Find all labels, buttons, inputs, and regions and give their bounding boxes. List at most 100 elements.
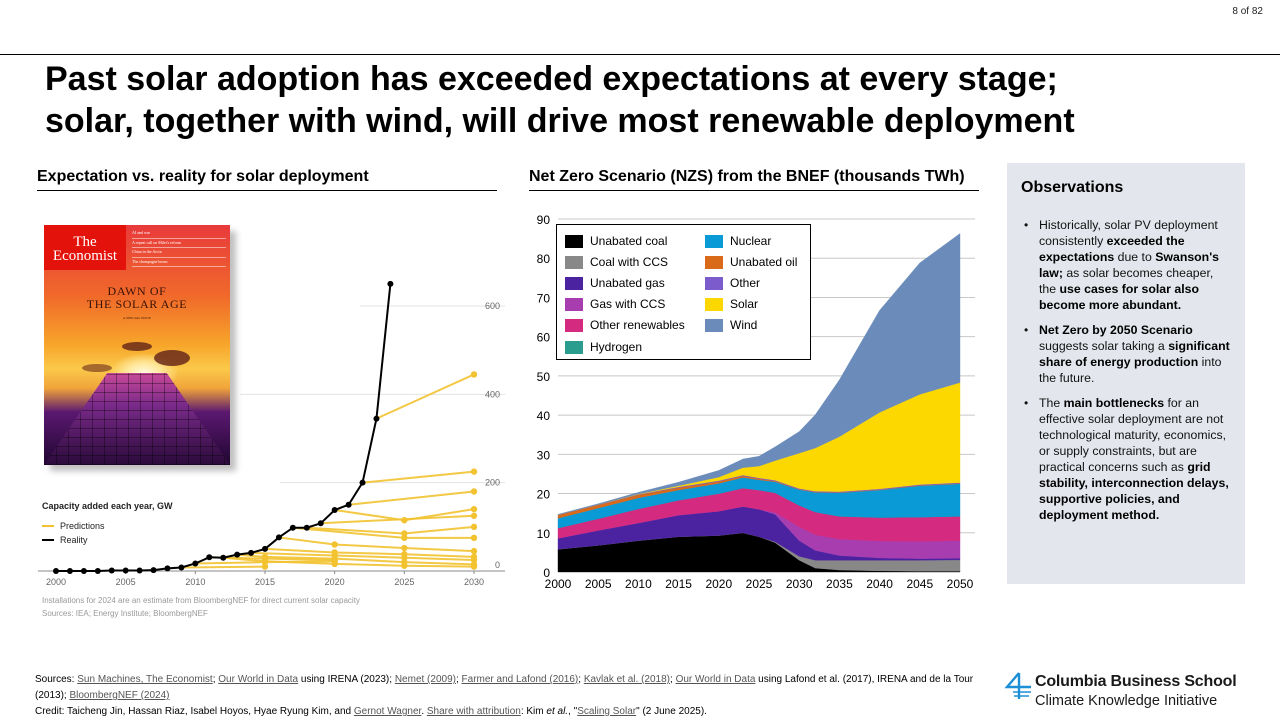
reality-point xyxy=(80,568,87,574)
y-tick-label: 40 xyxy=(537,409,551,423)
emphasis-text: grid stability, interconnection delays, … xyxy=(1039,460,1229,522)
cover-headline-1: DAWN OF xyxy=(107,284,167,298)
prediction-line xyxy=(278,536,475,553)
x-tick-label: 2010 xyxy=(185,577,205,587)
x-tick-label: 2005 xyxy=(116,577,136,587)
title-line-2: solar, together with wind, will drive mo… xyxy=(45,102,1075,140)
logo-name: Columbia Business School xyxy=(1035,673,1237,690)
observation-item: The main bottlenecks for an effective so… xyxy=(1021,395,1231,523)
footer-text: ; xyxy=(455,674,462,685)
reality-point xyxy=(220,554,227,561)
logo-line-2: Economist xyxy=(52,248,118,264)
source-link[interactable]: Farmer and Lafond (2016) xyxy=(461,674,579,685)
x-tick-label: 2005 xyxy=(585,577,612,591)
columbia-logo: Columbia Business School Climate Knowled… xyxy=(1004,671,1255,713)
legend-swatch xyxy=(565,234,583,248)
body-text: as solar becomes cheaper, the xyxy=(1039,266,1214,296)
prediction-point xyxy=(470,505,478,513)
observations-title: Observations xyxy=(1021,179,1124,196)
footer-text: " (2 June 2025). xyxy=(636,706,707,717)
right-section-title: Net Zero Scenario (NZS) from the BNEF (t… xyxy=(529,168,979,191)
legend-swatch xyxy=(565,255,583,269)
prediction-point xyxy=(470,534,478,542)
footer-text: Credit: Taicheng Jin, Hassan Riaz, Isabe… xyxy=(35,706,354,717)
legend-label: Unabated coal xyxy=(590,234,668,248)
x-tick-label: 2030 xyxy=(786,577,813,591)
legend-label: Other renewables xyxy=(590,318,685,332)
reality-point xyxy=(331,507,338,514)
source-link[interactable]: Our World in Data xyxy=(218,674,299,685)
prediction-point xyxy=(470,512,478,519)
reality-point xyxy=(303,524,310,531)
prediction-line xyxy=(348,490,475,506)
legend-item-wind: Wind xyxy=(705,317,757,333)
source-link[interactable]: Sun Machines, The Economist xyxy=(77,674,213,685)
prediction-line xyxy=(181,565,266,569)
x-tick-label: 2025 xyxy=(394,577,414,587)
legend-label: Nuclear xyxy=(730,234,772,248)
legend-swatch xyxy=(565,276,583,290)
legend-item-other-renewables: Other renewables xyxy=(565,317,685,333)
source-link[interactable]: Our World in Data xyxy=(675,674,756,685)
legend-swatch xyxy=(565,297,583,311)
title-line-1: Past solar adoption has exceeded expecta… xyxy=(45,60,1058,98)
prediction-point xyxy=(401,544,408,552)
legend-predictions: Predictions xyxy=(42,521,105,531)
observation-item: Historically, solar PV deployment consis… xyxy=(1021,217,1231,313)
legend-swatch-reality xyxy=(42,538,54,542)
logo-line-1: The xyxy=(73,234,97,250)
reality-point xyxy=(122,567,129,574)
legend-item-gas-ccs: Gas with CCS xyxy=(565,296,665,312)
y-tick-label: 20 xyxy=(537,488,551,502)
area-wind xyxy=(557,233,961,515)
cover-cloud xyxy=(154,350,190,366)
legend-swatch-predictions xyxy=(42,524,54,528)
reality-point xyxy=(317,520,324,527)
emphasis-text: Net Zero by 2050 Scenario xyxy=(1039,323,1193,337)
cover-headline: The champagne boom xyxy=(132,258,226,267)
legend-item-solar: Solar xyxy=(705,296,758,312)
source-link[interactable]: BloombergNEF (2024) xyxy=(69,690,170,701)
y-tick-label: 200 xyxy=(485,478,500,488)
legend-swatch xyxy=(705,234,723,248)
reality-point xyxy=(359,479,366,486)
cover-headline-main: DAWN OF THE SOLAR AGE xyxy=(44,285,230,311)
prediction-point xyxy=(470,371,478,378)
source-link[interactable]: Scaling Solar xyxy=(577,706,637,717)
source-link[interactable]: Nemet (2009) xyxy=(394,674,456,685)
legend-item-unabated-gas: Unabated gas xyxy=(565,275,665,291)
footer-sources: Sources: Sun Machines, The Economist; Ou… xyxy=(35,672,1000,720)
legend-swatch xyxy=(565,318,583,332)
source-link[interactable]: Share with attribution xyxy=(426,706,521,717)
economist-logo: The Economist xyxy=(44,225,126,270)
body-text: Historically, solar PV deployment consis… xyxy=(1039,218,1218,248)
reality-point xyxy=(373,415,380,422)
observations-panel: Observations Historically, solar PV depl… xyxy=(1007,163,1245,584)
x-tick-label: 2000 xyxy=(545,577,572,591)
legend-label-predictions: Predictions xyxy=(60,521,105,531)
reality-point xyxy=(94,568,101,574)
reality-point xyxy=(387,280,394,287)
prediction-point xyxy=(470,468,478,475)
prediction-line xyxy=(251,551,475,561)
source-link[interactable]: Gernot Wagner xyxy=(353,706,422,717)
reality-point xyxy=(192,560,199,567)
prediction-point xyxy=(470,488,478,495)
reality-point xyxy=(275,534,282,541)
prediction-point xyxy=(261,553,269,561)
body-text: The xyxy=(1039,396,1064,410)
prediction-point xyxy=(331,560,338,568)
source-link[interactable]: Kavlak et al. (2018) xyxy=(583,674,670,685)
legend-label: Gas with CCS xyxy=(590,297,666,311)
econ-chart-title: Capacity added each year, GW xyxy=(42,501,173,511)
prediction-point xyxy=(401,534,408,542)
sources-text: Sources: Sun Machines, The Economist; Ou… xyxy=(35,672,1000,704)
footer-text: using Lafond et al. (2017), IRENA and de… xyxy=(35,674,974,701)
left-section-title: Expectation vs. reality for solar deploy… xyxy=(37,168,497,191)
footer-text: ; xyxy=(670,674,676,685)
page-title: Past solar adoption has exceeded expecta… xyxy=(45,58,1225,142)
x-tick-label: 2015 xyxy=(665,577,692,591)
econ-sources: Sources: IEA; Energy Institute; Bloomber… xyxy=(42,609,208,618)
x-tick-label: 2000 xyxy=(46,577,66,587)
